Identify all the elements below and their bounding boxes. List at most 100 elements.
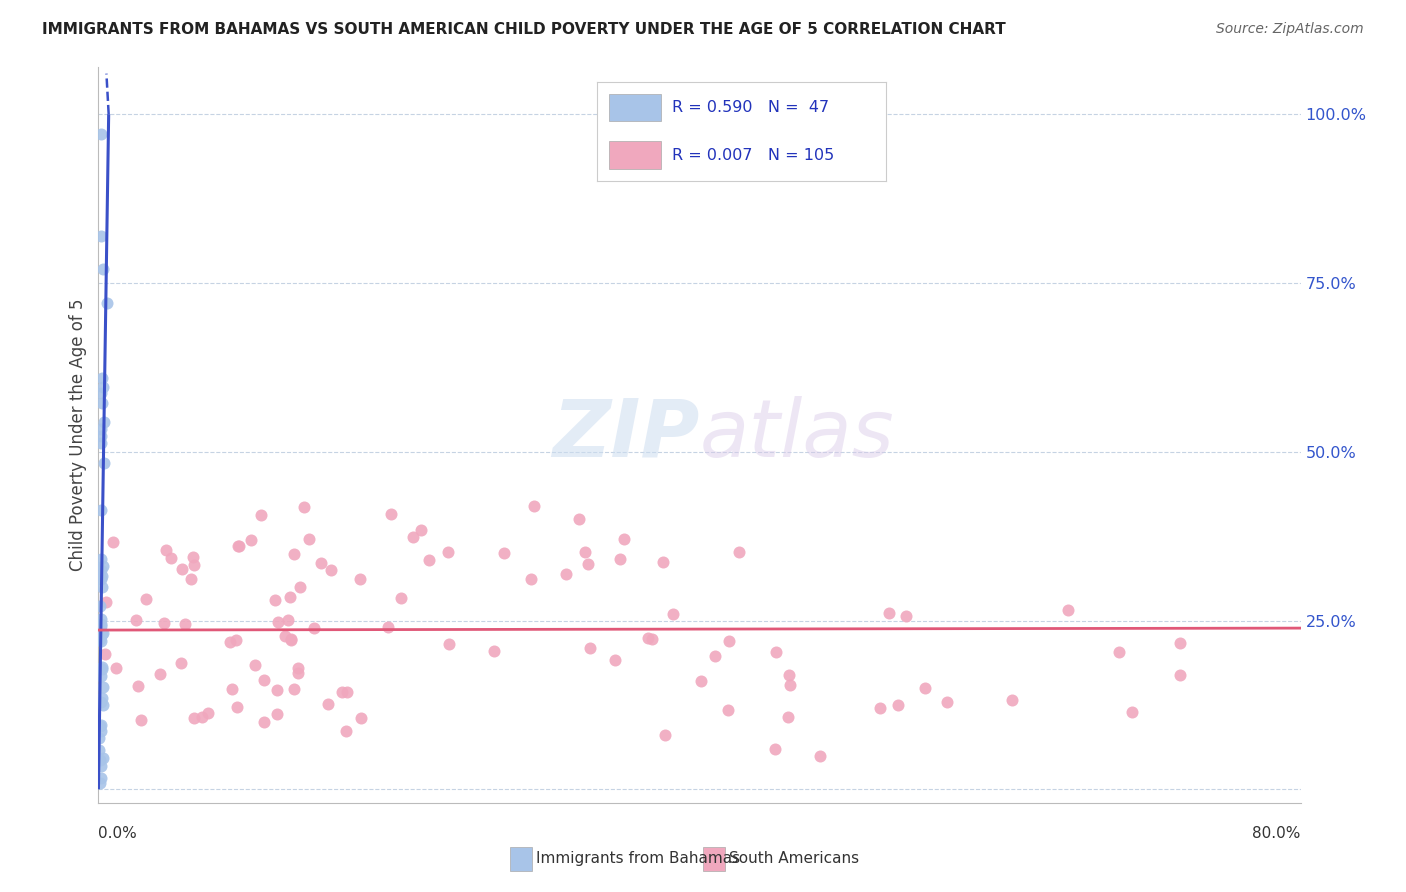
Point (1170, 667, 1192, 681)
Point (1001, 693, 1024, 707)
Point (1168, 636, 1191, 650)
Point (316, 698, 339, 712)
Point (91, 662, 114, 676)
Point (389, 591, 412, 606)
Point (91, 751, 114, 765)
Point (280, 633, 302, 648)
Point (654, 728, 676, 742)
Point (266, 706, 288, 721)
Point (689, 673, 711, 688)
Point (523, 499, 546, 513)
Text: Immigrants from Bahamas: Immigrants from Bahamas (536, 852, 740, 866)
Point (96, 595, 118, 609)
Point (319, 563, 342, 577)
Point (278, 590, 301, 604)
Point (89, 632, 111, 646)
Point (226, 699, 249, 714)
Point (283, 681, 305, 696)
Point (90, 572, 112, 586)
Point (409, 524, 432, 538)
Point (437, 637, 460, 651)
Point (91, 627, 114, 641)
Y-axis label: Child Poverty Under the Age of 5: Child Poverty Under the Age of 5 (69, 299, 87, 571)
Point (94, 647, 117, 661)
Point (125, 614, 148, 628)
Point (727, 545, 749, 559)
Point (652, 555, 675, 569)
Point (91, 569, 114, 583)
Point (283, 548, 305, 562)
Text: 80.0%: 80.0% (1253, 827, 1301, 841)
Point (90, 634, 112, 648)
Point (263, 593, 285, 607)
Point (90, 228, 112, 243)
Point (568, 512, 591, 526)
Point (330, 685, 353, 699)
Point (298, 532, 321, 546)
Point (93, 415, 115, 429)
Point (91, 698, 114, 713)
Text: South Americans: South Americans (728, 852, 859, 866)
Point (221, 682, 243, 697)
Point (292, 500, 315, 514)
Point (90, 619, 112, 633)
Point (96, 296, 118, 310)
Point (765, 645, 787, 659)
Point (90, 771, 112, 785)
Point (1057, 603, 1080, 617)
Point (90, 759, 112, 773)
Point (274, 628, 297, 642)
Point (90, 691, 112, 706)
Point (763, 741, 786, 756)
Point (778, 710, 800, 724)
Point (555, 566, 578, 581)
Point (152, 616, 174, 631)
Point (89, 753, 111, 767)
Point (253, 673, 276, 687)
Point (91, 558, 114, 573)
Point (250, 508, 273, 523)
Point (90, 552, 112, 566)
Point (641, 632, 664, 646)
Point (181, 550, 204, 565)
Point (877, 606, 900, 620)
Point (482, 644, 505, 658)
Point (1121, 705, 1143, 719)
Point (311, 557, 333, 571)
Point (172, 562, 194, 576)
Point (89, 569, 111, 583)
Point (637, 631, 659, 645)
Point (90, 563, 112, 577)
Point (280, 632, 302, 647)
Point (494, 546, 516, 560)
Point (169, 656, 191, 670)
Text: ZIP: ZIP (553, 396, 699, 474)
Point (197, 706, 219, 720)
Point (183, 711, 205, 725)
Point (90, 717, 112, 731)
Point (401, 529, 423, 543)
Point (160, 550, 183, 565)
Point (135, 592, 157, 607)
Point (89, 719, 111, 733)
Point (228, 539, 250, 553)
Point (91, 625, 114, 640)
Point (896, 609, 918, 624)
Point (87, 731, 110, 745)
Point (267, 615, 290, 629)
Point (180, 572, 202, 586)
Point (288, 580, 311, 594)
Point (380, 508, 402, 522)
Point (89, 775, 111, 789)
Point (603, 653, 626, 667)
Point (89, 599, 111, 613)
Text: Source: ZipAtlas.com: Source: ZipAtlas.com (1216, 22, 1364, 37)
Point (914, 681, 936, 695)
Point (717, 633, 740, 648)
Point (778, 667, 800, 681)
Point (225, 633, 247, 648)
Point (101, 535, 124, 549)
Bar (510, 847, 531, 871)
Point (418, 553, 440, 567)
Point (808, 748, 831, 763)
